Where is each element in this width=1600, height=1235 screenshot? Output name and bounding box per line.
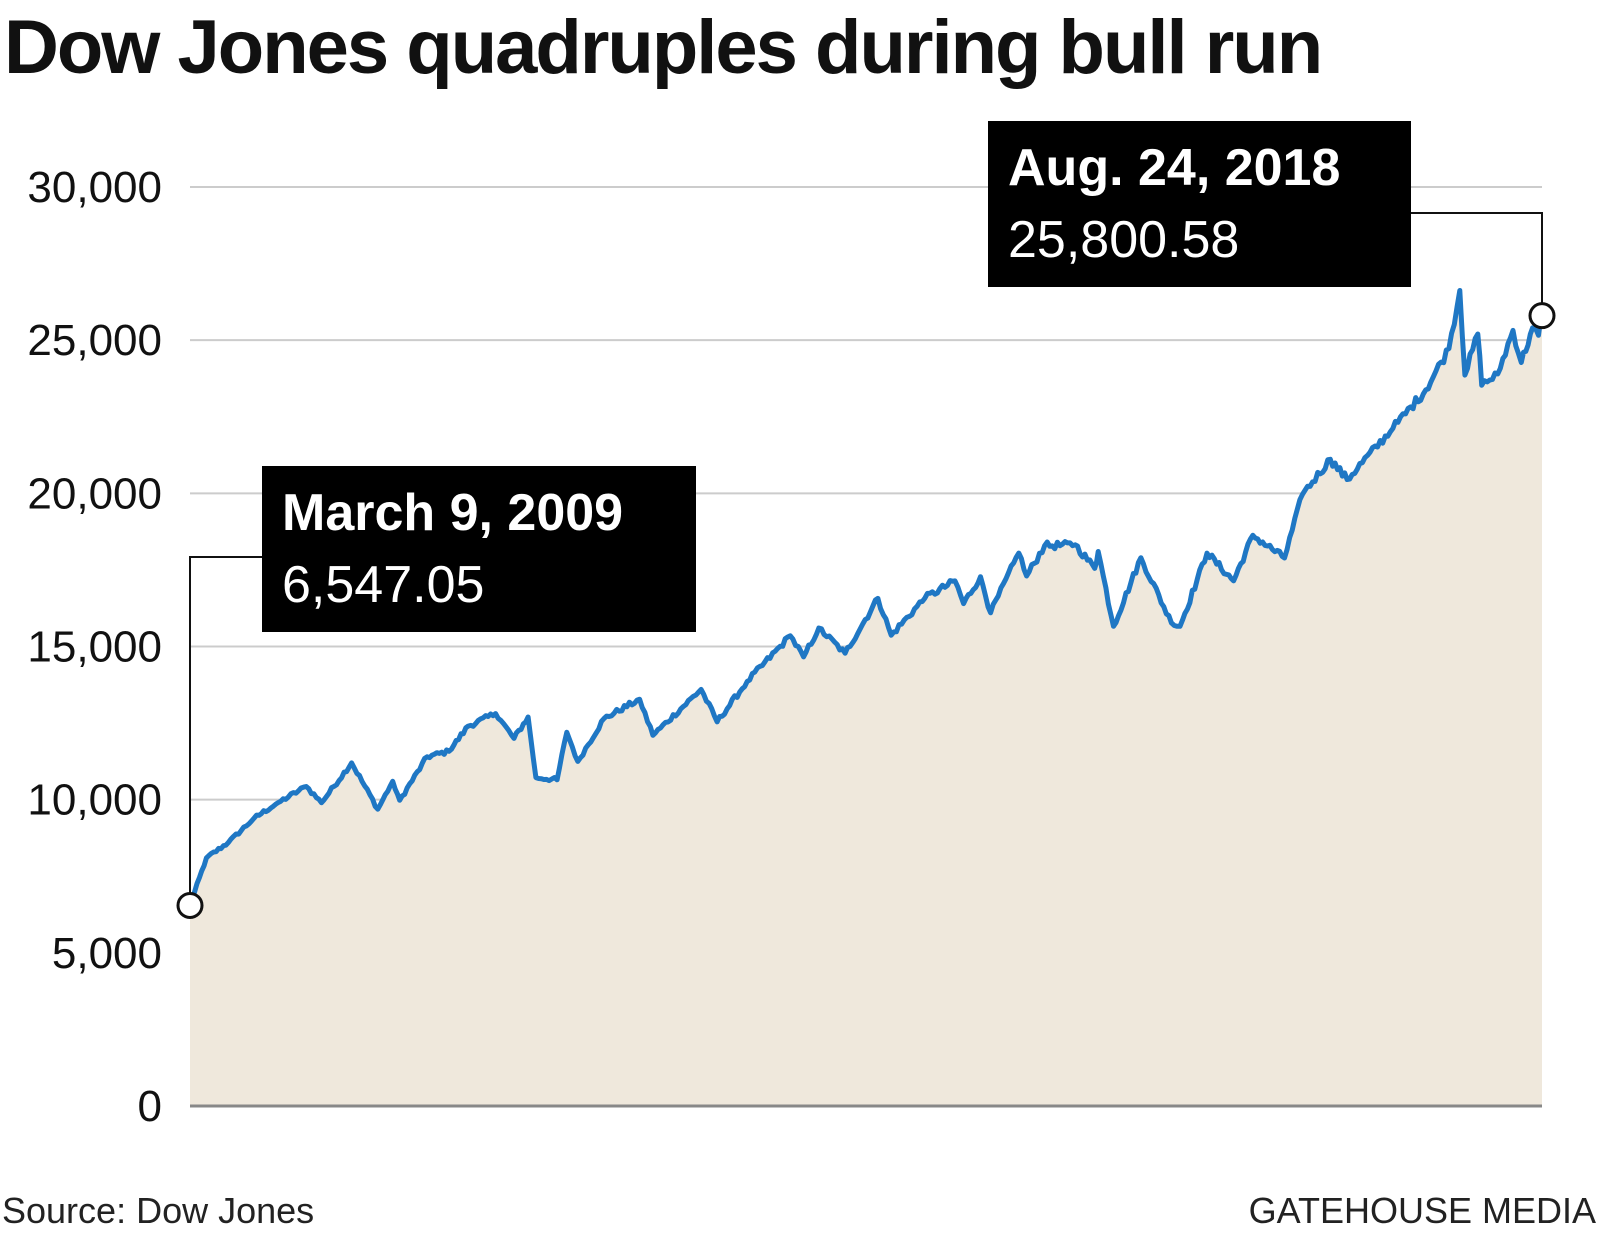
callout-box — [988, 121, 1411, 287]
y-tick-label: 20,000 — [27, 469, 162, 518]
y-tick-label: 15,000 — [27, 623, 162, 672]
chart-title: Dow Jones quadruples during bull run — [4, 5, 1323, 90]
callouts: March 9, 2009 6,547.05 Aug. 24, 2018 25,800… — [176, 121, 1556, 919]
area-fill — [190, 290, 1542, 1106]
y-axis: 0 5,000 10,000 15,000 20,000 25,000 30,000 — [27, 163, 1542, 1131]
data-line — [187, 288, 1545, 907]
callout-value: 25,800.58 — [1008, 211, 1239, 269]
source-note: Source: Dow Jones — [2, 1190, 315, 1231]
y-tick-label: 30,000 — [27, 163, 162, 212]
y-tick-label: 0 — [138, 1082, 162, 1131]
callout-leader — [189, 556, 262, 906]
y-tick-label: 25,000 — [27, 316, 162, 365]
callout-box — [262, 466, 696, 632]
credit-note: GATEHOUSE MEDIA — [1248, 1190, 1596, 1231]
data-point-marker — [176, 891, 204, 919]
callout-date: March 9, 2009 — [282, 484, 623, 542]
data-point-marker — [1528, 302, 1556, 330]
callout-date: Aug. 24, 2018 — [1008, 139, 1340, 197]
y-tick-label: 5,000 — [52, 929, 162, 978]
callout-value: 6,547.05 — [282, 556, 484, 614]
y-tick-label: 10,000 — [27, 776, 162, 825]
callout-leader — [1411, 212, 1543, 316]
